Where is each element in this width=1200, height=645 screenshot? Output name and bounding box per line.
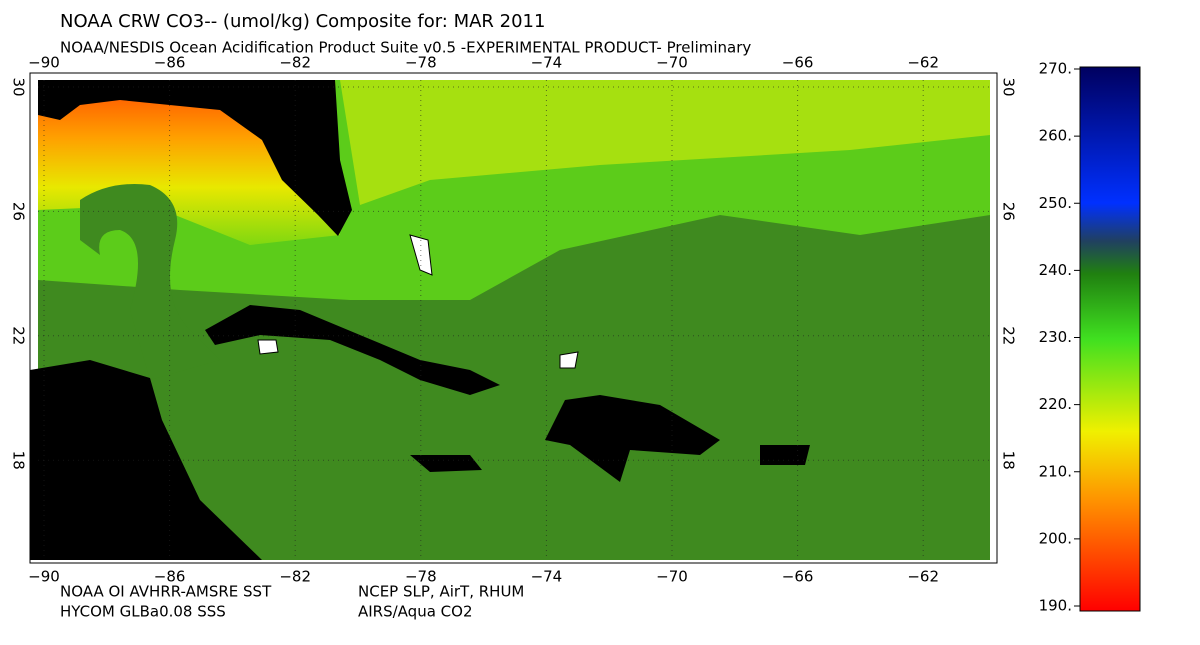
- lon-tick-label: −82: [279, 568, 311, 586]
- colorbar-tick-label: 190.: [1039, 597, 1072, 615]
- lat-tick-label: 22: [1000, 326, 1018, 345]
- land: [38, 80, 352, 236]
- lon-tick-label: −74: [531, 54, 563, 72]
- lon-tick-label: −90: [28, 568, 60, 586]
- ocean-zone: [340, 80, 990, 205]
- lon-tick-label: −78: [405, 54, 437, 72]
- colorbar: [1079, 66, 1141, 612]
- lon-tick-label: −86: [154, 54, 186, 72]
- colorbar-tick-label: 250.: [1039, 194, 1072, 212]
- land: [410, 455, 482, 472]
- subtitle: NOAA/NESDIS Ocean Acidification Product …: [60, 39, 751, 57]
- source-credit: NCEP SLP, AirT, RHUM: [358, 583, 524, 601]
- lon-tick-label: −66: [782, 54, 814, 72]
- colorbar-tick-label: 210.: [1039, 462, 1072, 480]
- lon-tick-label: −90: [28, 54, 60, 72]
- colorbar-tick-label: 260.: [1039, 127, 1072, 145]
- source-credit: AIRS/Aqua CO2: [358, 603, 473, 621]
- colorbar-tick-label: 230.: [1039, 328, 1072, 346]
- lat-tick-label: 18: [10, 451, 28, 470]
- lat-tick-label: 30: [10, 77, 28, 96]
- lon-tick-label: −62: [907, 54, 939, 72]
- colorbar-tick-label: 220.: [1039, 395, 1072, 413]
- colorbar-tick-label: 240.: [1039, 261, 1072, 279]
- ocean-zone: [80, 184, 220, 380]
- land: [760, 445, 810, 465]
- land: [30, 360, 262, 560]
- colorbar-tick-label: 270.: [1039, 60, 1072, 78]
- lat-tick-label: 26: [10, 202, 28, 221]
- lon-tick-label: −78: [405, 568, 437, 586]
- lat-tick-label: 22: [10, 326, 28, 345]
- source-credit: HYCOM GLBa0.08 SSS: [60, 603, 226, 621]
- lon-tick-label: −66: [782, 568, 814, 586]
- source-credit: NOAA OI AVHRR-AMSRE SST: [60, 583, 272, 601]
- land: [205, 305, 500, 395]
- lon-tick-label: −70: [656, 568, 688, 586]
- lat-tick-label: 30: [1000, 77, 1018, 96]
- island: [257, 234, 579, 369]
- lat-tick-label: 26: [1000, 202, 1018, 221]
- lon-tick-label: −82: [279, 54, 311, 72]
- lon-tick-label: −86: [154, 568, 186, 586]
- title: NOAA CRW CO3-- (umol/kg) Composite for: …: [60, 11, 545, 32]
- land: [545, 395, 720, 482]
- colorbar-tick-label: 200.: [1039, 529, 1072, 547]
- lon-tick-label: −62: [907, 568, 939, 586]
- lat-tick-label: 18: [1000, 451, 1018, 470]
- lon-tick-label: −74: [531, 568, 563, 586]
- map-area: [29, 72, 998, 564]
- lon-tick-label: −70: [656, 54, 688, 72]
